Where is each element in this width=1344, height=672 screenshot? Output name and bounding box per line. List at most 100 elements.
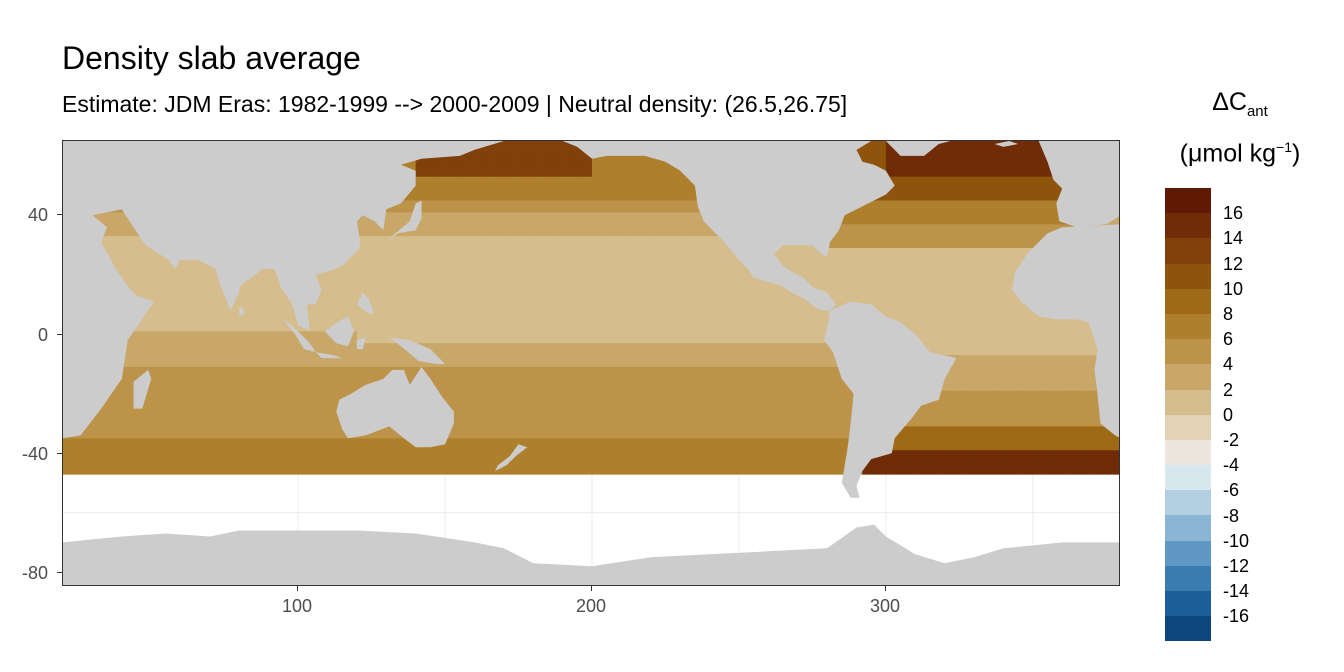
ocean-cell <box>403 259 417 273</box>
ocean-cell <box>1026 366 1040 380</box>
ocean-cell <box>909 176 922 190</box>
ocean-cell <box>744 378 758 392</box>
ocean-cell <box>474 414 487 428</box>
ocean-cell <box>627 295 640 309</box>
ocean-cell <box>286 366 299 380</box>
ocean-cell <box>580 426 593 439</box>
ocean-cell <box>568 152 581 166</box>
ocean-cell <box>274 462 287 475</box>
ocean-cell <box>827 390 840 404</box>
ocean-cell <box>1003 331 1016 344</box>
ocean-cell <box>932 212 946 225</box>
ocean-cell <box>650 414 664 428</box>
colorbar-swatch <box>1165 263 1211 289</box>
ocean-cell <box>650 378 664 392</box>
ocean-cell <box>403 366 417 380</box>
ocean-cell <box>192 402 205 416</box>
ocean-cell <box>415 307 429 320</box>
ocean-cell <box>580 164 593 178</box>
ocean-cell <box>145 259 158 273</box>
ocean-cell <box>474 200 487 213</box>
ocean-cell <box>474 307 487 320</box>
ocean-cell <box>686 343 699 356</box>
ocean-cell <box>862 212 875 225</box>
ocean-cell <box>204 307 217 320</box>
ocean-cell <box>709 307 722 320</box>
ocean-cell <box>968 212 981 225</box>
ocean-cell <box>662 236 675 249</box>
ocean-cell <box>450 355 464 368</box>
ocean-cell <box>439 343 452 356</box>
ocean-cell <box>415 450 429 463</box>
ocean-cell <box>251 307 264 320</box>
ocean-cell <box>521 319 534 332</box>
ocean-cell <box>215 343 229 356</box>
ocean-cell <box>462 188 476 202</box>
ocean-cell <box>1050 331 1063 344</box>
ocean-cell <box>615 319 628 332</box>
ocean-cell <box>521 141 534 154</box>
ocean-cell <box>803 426 816 439</box>
ocean-cell <box>345 462 358 475</box>
ocean-cell <box>486 366 499 380</box>
ocean-cell <box>380 259 393 273</box>
x-tick-label: 300 <box>869 596 901 616</box>
ocean-cell <box>639 224 652 237</box>
ocean-cell <box>627 259 640 273</box>
ocean-cell <box>145 355 158 368</box>
ocean-cell <box>1062 402 1075 416</box>
ocean-cell <box>603 307 617 320</box>
ocean-cell <box>968 307 981 320</box>
ocean-cell <box>697 450 711 463</box>
ocean-cell <box>544 414 558 428</box>
ocean-cell <box>180 331 193 344</box>
ocean-cell <box>450 366 464 380</box>
ocean-cell <box>827 426 840 439</box>
ocean-cell <box>192 366 205 380</box>
ocean-cell <box>592 390 605 404</box>
ocean-cell <box>204 355 217 368</box>
ocean-cell <box>956 414 969 428</box>
ocean-cell <box>991 438 1005 451</box>
ocean-cell <box>639 236 652 249</box>
ocean-cell <box>1015 319 1028 332</box>
ocean-cell <box>462 378 476 392</box>
ocean-cell <box>627 378 640 392</box>
ocean-cell <box>474 188 487 202</box>
ocean-cell <box>815 402 828 416</box>
ocean-cell <box>991 164 1005 178</box>
ocean-cell <box>662 378 675 392</box>
ocean-cell <box>497 438 511 451</box>
land-polygon <box>1038 141 1119 228</box>
ocean-cell <box>956 141 969 154</box>
ocean-cell <box>874 141 887 154</box>
ocean-cell <box>686 271 699 285</box>
ocean-cell <box>274 438 287 451</box>
ocean-cell <box>521 271 534 285</box>
ocean-cell <box>991 414 1005 428</box>
ocean-cell <box>345 366 358 380</box>
ocean-cell <box>815 378 828 392</box>
ocean-cell <box>439 366 452 380</box>
ocean-cell <box>603 378 617 392</box>
ocean-cell <box>956 426 969 439</box>
ocean-cell <box>215 355 229 368</box>
ocean-cell <box>1003 248 1016 261</box>
ocean-cell <box>780 462 793 475</box>
ocean-cell <box>168 378 182 392</box>
ocean-cell <box>251 366 264 380</box>
ocean-cell <box>544 307 558 320</box>
ocean-cell <box>639 402 652 416</box>
ocean-cell <box>979 188 993 202</box>
ocean-cell <box>497 248 511 261</box>
ocean-cell <box>533 259 546 273</box>
ocean-cell <box>145 343 158 356</box>
ocean-cell <box>521 331 534 344</box>
ocean-cell <box>215 390 229 404</box>
ocean-cell <box>909 271 922 285</box>
ocean-cell <box>791 331 805 344</box>
ocean-cell <box>474 438 487 451</box>
ocean-cell <box>356 259 370 273</box>
ocean-cell <box>568 212 581 225</box>
ocean-cell <box>439 295 452 309</box>
